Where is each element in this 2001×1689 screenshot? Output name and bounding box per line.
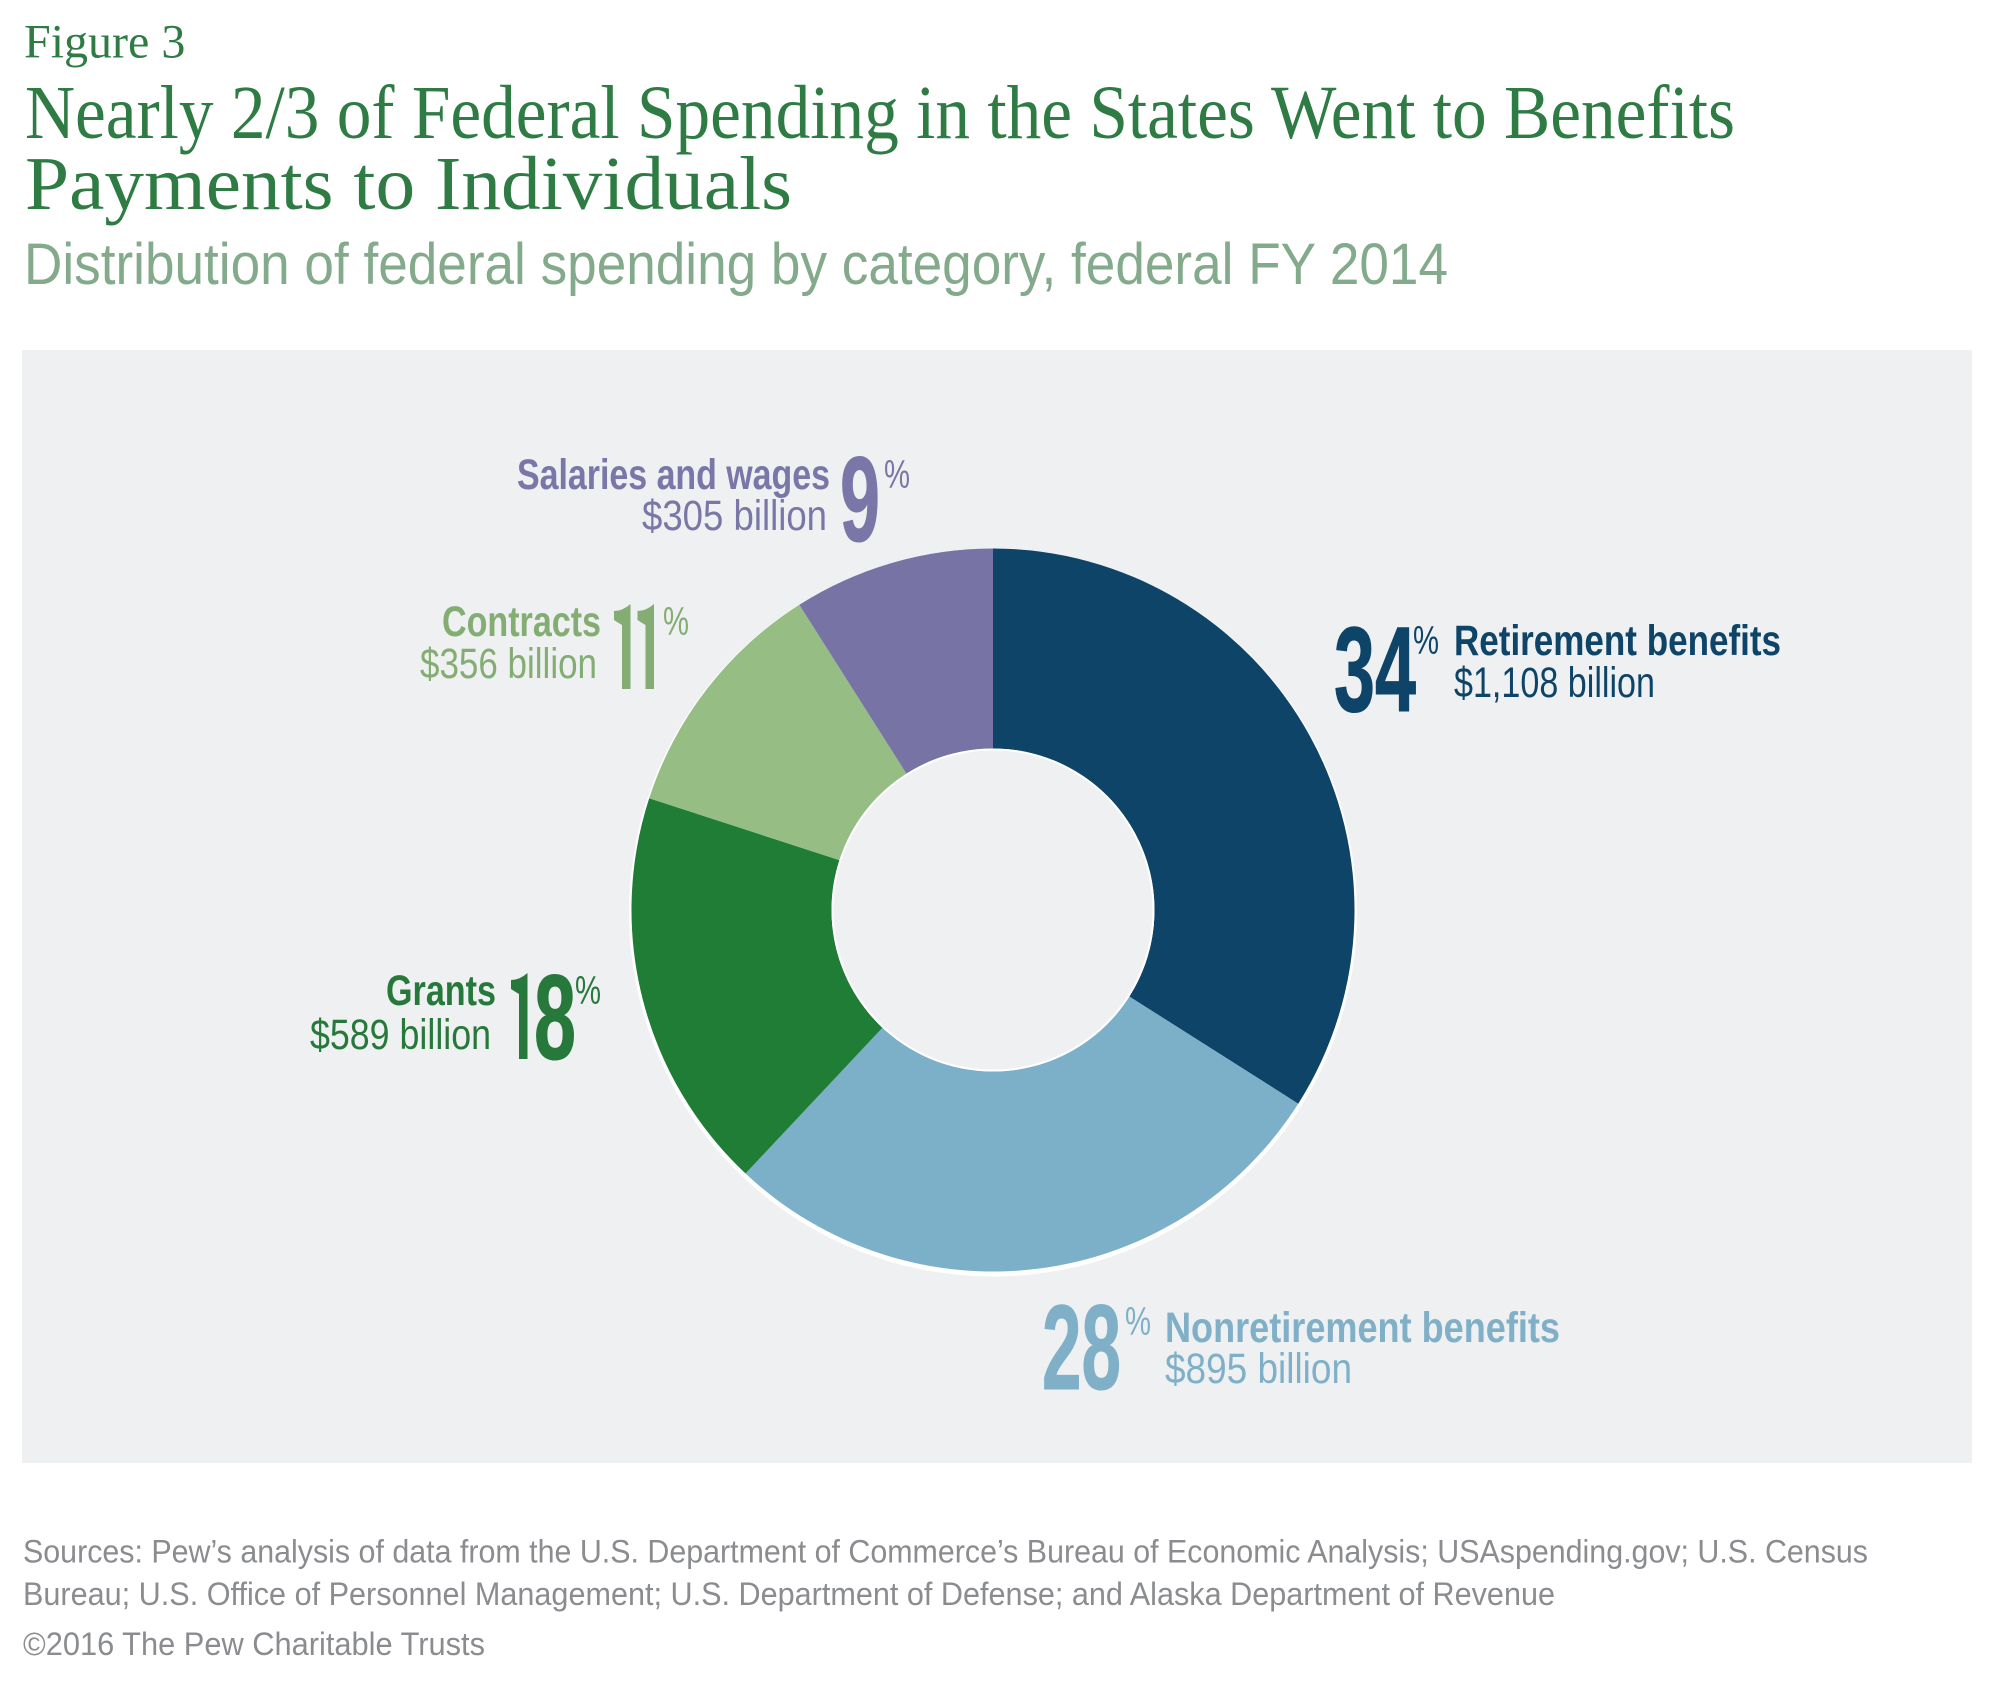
- svg-text:8: 8: [534, 949, 576, 1085]
- svg-text:$589 billion: $589 billion: [310, 1011, 491, 1059]
- svg-text:Retirement benefits: Retirement benefits: [1454, 617, 1781, 665]
- svg-text:Salaries and wages: Salaries and wages: [517, 451, 830, 499]
- svg-text:©2016 The Pew Charitable Trust: ©2016 The Pew Charitable Trusts: [23, 1626, 485, 1662]
- svg-text:Distribution of federal spendi: Distribution of federal spending by cate…: [24, 232, 1448, 297]
- svg-text:%: %: [884, 453, 910, 497]
- svg-text:Sources: Pew’s analysis of dat: Sources: Pew’s analysis of data from the…: [23, 1534, 1868, 1570]
- svg-text:28: 28: [1042, 1279, 1121, 1415]
- svg-text:%: %: [663, 600, 689, 644]
- svg-text:$895 billion: $895 billion: [1165, 1345, 1352, 1393]
- svg-text:Figure 3: Figure 3: [24, 16, 185, 69]
- svg-text:Nonretirement benefits: Nonretirement benefits: [1165, 1304, 1560, 1352]
- svg-text:%: %: [575, 969, 601, 1013]
- svg-text:$305 billion: $305 billion: [642, 492, 827, 540]
- svg-text:Nearly 2/3 of Federal Spending: Nearly 2/3 of Federal Spending in the St…: [25, 71, 1735, 155]
- svg-text:$356 billion: $356 billion: [420, 640, 597, 688]
- svg-text:Contracts: Contracts: [442, 598, 601, 646]
- svg-text:Payments to Individuals: Payments to Individuals: [25, 142, 792, 226]
- svg-text:Grants: Grants: [386, 967, 496, 1015]
- svg-text:34: 34: [1334, 601, 1416, 737]
- svg-text:%: %: [1413, 619, 1439, 663]
- svg-text:9: 9: [840, 431, 880, 567]
- svg-text:%: %: [1125, 1300, 1151, 1344]
- svg-text:$1,108 billion: $1,108 billion: [1454, 659, 1655, 707]
- svg-text:Bureau; U.S. Office of Personn: Bureau; U.S. Office of Personnel Managem…: [23, 1576, 1555, 1612]
